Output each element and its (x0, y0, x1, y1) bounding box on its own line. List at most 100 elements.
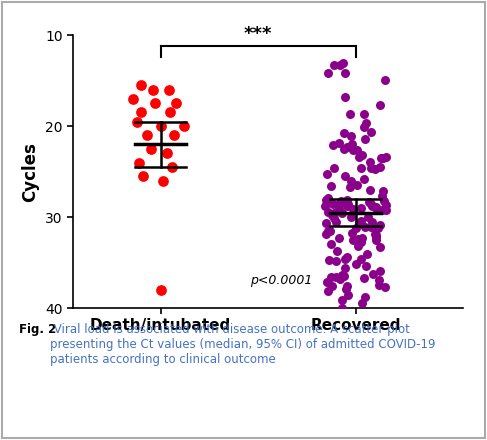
Point (360, 176, 368, 183)
Point (376, 268, 384, 275)
Point (357, 165, 365, 172)
Point (322, 230, 330, 237)
Point (347, 183, 355, 190)
Point (353, 261, 360, 268)
Point (338, 272, 346, 279)
Point (324, 70, 332, 77)
Point (356, 220, 363, 227)
Point (365, 198, 373, 205)
Point (169, 164, 176, 171)
Point (159, 177, 167, 184)
Point (361, 294, 369, 301)
Point (335, 140, 343, 147)
Point (377, 154, 385, 161)
Point (341, 94, 349, 101)
Point (340, 146, 348, 153)
Point (349, 236, 357, 243)
Point (356, 255, 364, 262)
Point (325, 257, 333, 264)
Point (133, 118, 141, 125)
Point (372, 232, 380, 239)
Point (341, 70, 349, 77)
Point (382, 201, 390, 208)
Point (349, 205, 357, 213)
Point (165, 86, 172, 93)
Point (343, 253, 351, 260)
Point (139, 172, 147, 180)
Point (352, 224, 359, 231)
Point (360, 110, 368, 117)
Point (323, 279, 331, 286)
Point (348, 141, 356, 148)
Point (375, 276, 383, 283)
Point (343, 143, 351, 150)
Point (323, 171, 331, 178)
Point (135, 159, 143, 166)
Point (364, 214, 372, 221)
Point (172, 100, 180, 107)
Point (336, 61, 343, 68)
Point (324, 194, 332, 202)
Point (382, 154, 390, 161)
Point (358, 234, 366, 241)
Point (380, 198, 388, 205)
Point (357, 218, 365, 225)
Point (360, 275, 368, 282)
Point (353, 181, 361, 188)
Point (366, 187, 374, 194)
Point (373, 233, 380, 240)
Point (344, 292, 352, 299)
Point (368, 202, 375, 209)
Point (333, 248, 341, 255)
Point (357, 205, 365, 212)
Point (367, 201, 375, 208)
Point (331, 164, 338, 171)
Point (137, 82, 145, 89)
Point (327, 273, 335, 280)
Point (381, 77, 389, 84)
Point (339, 272, 347, 279)
Point (322, 220, 330, 227)
Point (378, 154, 386, 161)
Point (358, 151, 366, 158)
Point (336, 234, 343, 241)
Point (372, 237, 380, 244)
Point (343, 283, 351, 290)
Point (372, 231, 379, 238)
Point (137, 109, 145, 116)
Point (337, 198, 345, 205)
Point (338, 210, 346, 217)
Point (368, 165, 375, 172)
Point (333, 273, 340, 280)
Point (378, 206, 386, 213)
Point (328, 212, 336, 219)
Point (332, 257, 339, 264)
Point (163, 150, 170, 157)
Point (337, 297, 345, 304)
Point (324, 288, 332, 295)
Point (336, 205, 343, 213)
Point (170, 132, 178, 139)
Point (337, 304, 345, 312)
Point (342, 286, 350, 293)
Point (376, 221, 384, 228)
Point (362, 120, 370, 127)
Point (372, 204, 380, 211)
Point (340, 129, 348, 136)
Point (332, 218, 340, 225)
Point (370, 271, 377, 278)
Point (157, 286, 165, 293)
Point (347, 213, 355, 220)
Point (378, 192, 386, 199)
Point (347, 177, 355, 184)
Point (358, 300, 366, 307)
Point (376, 244, 384, 251)
Point (367, 129, 375, 136)
Point (151, 100, 159, 107)
Point (376, 101, 384, 108)
Point (341, 172, 349, 180)
Point (376, 163, 384, 170)
Point (373, 207, 381, 214)
Point (324, 227, 332, 234)
Y-axis label: Cycles: Cycles (21, 142, 39, 202)
